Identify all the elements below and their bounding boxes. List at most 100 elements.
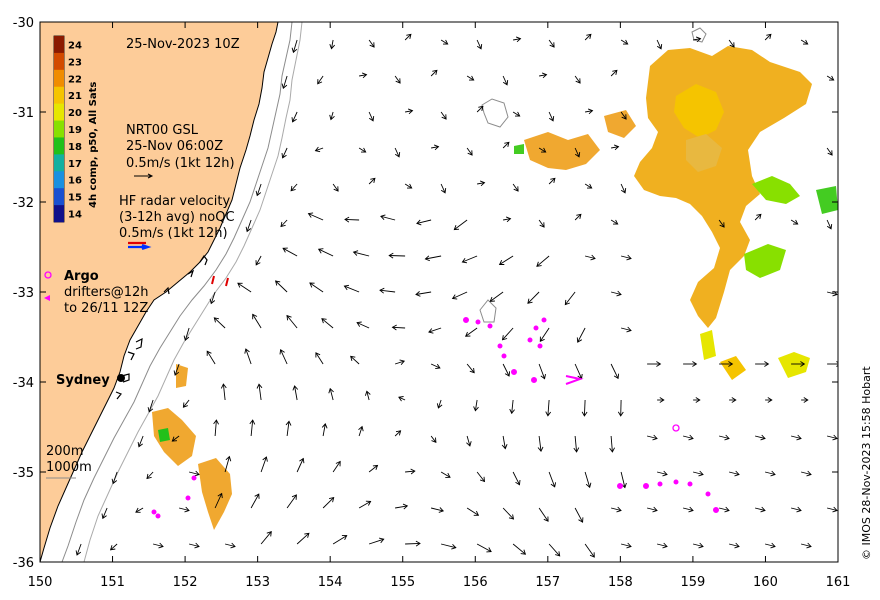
current-arrow-shaft — [682, 435, 694, 439]
current-arrow-shaft — [430, 363, 441, 369]
current-arrow-shaft — [246, 219, 252, 232]
current-arrow-head — [652, 506, 658, 513]
current-arrow-shaft — [574, 507, 583, 523]
colorbar-label: 15 — [68, 193, 82, 204]
current-arrow-head — [368, 116, 375, 122]
current-arrow-head — [576, 337, 583, 343]
current-arrow-head — [329, 114, 335, 121]
current-arrow-head — [501, 335, 508, 341]
current-arrow-head — [832, 506, 838, 513]
current-arrow-shaft — [512, 471, 520, 485]
current-arrow-head — [621, 114, 627, 120]
current-arrow-shaft — [174, 363, 180, 376]
current-arrow-shaft — [512, 183, 519, 192]
current-arrow-head — [358, 425, 364, 432]
current-arrow-head — [341, 535, 348, 541]
current-arrow-shaft — [368, 465, 378, 473]
current-arrow-head — [688, 506, 694, 513]
x-tick-label: 161 — [826, 575, 851, 590]
current-arrow-head — [356, 321, 362, 327]
current-arrow-head — [616, 290, 622, 297]
current-arrow-shaft — [611, 146, 619, 149]
current-arrow-shaft — [474, 399, 478, 411]
current-arrow-shaft — [358, 147, 366, 153]
current-arrow-head — [719, 222, 725, 228]
current-arrow-head — [465, 331, 471, 337]
current-arrow-shaft — [574, 363, 583, 379]
current-arrow-head — [343, 284, 350, 291]
current-arrow-shaft — [585, 110, 593, 113]
current-arrow-shaft — [428, 327, 442, 333]
current-arrow-shaft — [538, 507, 549, 522]
y-tick-label: -34 — [13, 376, 34, 391]
current-arrow-head — [827, 150, 833, 156]
current-arrow-shaft — [389, 255, 406, 257]
current-arrow-head — [398, 396, 404, 402]
current-arrow-shaft — [394, 75, 401, 84]
current-arrow-shaft — [536, 255, 550, 267]
current-arrow-shaft — [477, 182, 485, 185]
current-arrow-shaft — [539, 74, 547, 77]
current-arrow-shaft — [610, 291, 622, 295]
current-arrow-head — [576, 213, 582, 220]
current-arrow-head — [609, 447, 615, 453]
current-arrow-head — [225, 455, 232, 462]
current-arrow-head — [111, 478, 118, 485]
current-arrow-head — [416, 219, 422, 226]
drifter-line-2: to 26/11 12Z — [64, 301, 148, 316]
current-arrow-shaft — [656, 543, 668, 547]
current-arrow-shaft — [538, 363, 546, 379]
current-arrow-shaft — [610, 69, 618, 77]
current-arrow-shaft — [224, 543, 236, 547]
current-arrow-head — [182, 402, 188, 408]
current-arrow-shaft — [620, 183, 626, 193]
current-arrow-shaft — [502, 507, 514, 520]
current-arrow-head — [473, 406, 479, 412]
current-arrow-head — [388, 252, 394, 259]
current-arrow-head — [395, 78, 401, 84]
x-tick-label: 155 — [390, 575, 415, 590]
current-arrow-shaft — [620, 327, 632, 331]
current-arrow-shaft — [294, 385, 298, 401]
current-arrow-head — [695, 397, 701, 403]
current-arrow-head — [796, 434, 802, 441]
current-arrow-shaft — [476, 39, 482, 49]
current-arrow-head — [315, 352, 321, 358]
x-tick-label: 154 — [318, 575, 343, 590]
current-arrow-shaft — [452, 291, 468, 299]
current-arrow-head — [543, 516, 549, 522]
current-arrow-shaft — [610, 507, 622, 511]
current-arrow-shaft — [237, 282, 252, 293]
current-arrow-shaft — [332, 461, 341, 473]
colorbar-segment — [54, 188, 64, 206]
current-arrow-head — [729, 42, 735, 48]
current-arrow-shaft — [431, 146, 439, 149]
gsl-line-2: 25-Nov 06:00Z — [126, 139, 223, 154]
current-arrow-head — [623, 39, 629, 45]
current-arrow-head — [432, 69, 438, 76]
current-arrow-head — [453, 225, 460, 231]
current-arrow-head — [436, 403, 443, 409]
current-arrow-head — [252, 313, 258, 320]
current-arrow-shaft — [826, 147, 833, 156]
current-arrow-head — [695, 36, 702, 43]
current-arrow-shaft — [430, 507, 444, 512]
current-arrow-head — [137, 442, 143, 448]
current-arrow-shaft — [764, 543, 776, 547]
current-arrow-head — [698, 470, 704, 477]
current-arrow-shaft — [188, 543, 200, 547]
current-arrow-head — [194, 542, 200, 549]
colorbar-segment — [54, 69, 64, 88]
current-arrow-head — [184, 506, 190, 513]
current-arrow-shaft — [330, 111, 334, 120]
current-arrow-head — [255, 260, 261, 266]
current-arrow-shaft — [250, 420, 254, 437]
argo-label: Argo — [64, 269, 99, 284]
current-arrow-shaft — [309, 282, 324, 293]
current-arrow-head — [213, 419, 219, 425]
current-arrow-head — [479, 180, 486, 187]
current-arrow-shaft — [656, 471, 668, 475]
seamount-contour-2 — [479, 299, 497, 323]
current-arrow-shaft — [826, 75, 834, 81]
current-arrow-head — [451, 543, 457, 550]
